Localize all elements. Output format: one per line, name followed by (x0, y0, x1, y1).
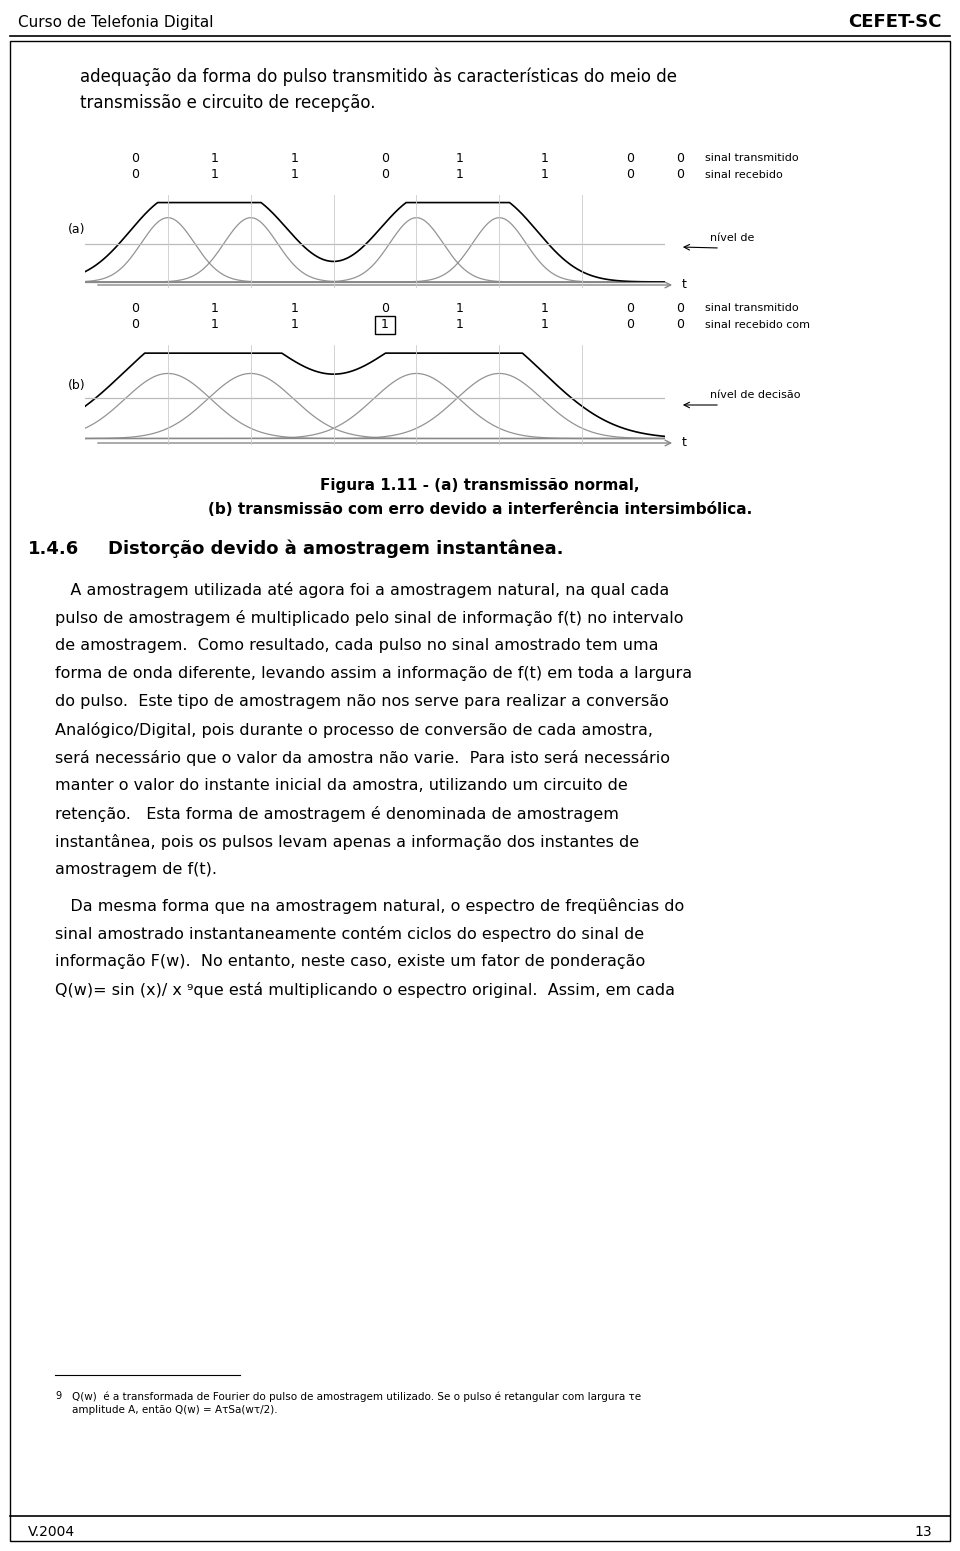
Text: 1: 1 (381, 318, 389, 332)
Text: Da mesma forma que na amostragem natural, o espectro de freqüências do: Da mesma forma que na amostragem natural… (55, 898, 684, 914)
Text: 0: 0 (676, 318, 684, 332)
Text: 1: 1 (291, 318, 299, 332)
Text: t: t (682, 436, 686, 450)
Text: 0: 0 (676, 301, 684, 315)
Text: transmissão e circuito de recepção.: transmissão e circuito de recepção. (80, 95, 375, 112)
Text: sinal transmitido: sinal transmitido (705, 302, 799, 313)
Text: 0: 0 (626, 152, 634, 164)
Text: 0: 0 (676, 152, 684, 164)
Text: 0: 0 (381, 301, 389, 315)
Text: nível de decisão: nível de decisão (710, 389, 801, 400)
Text: de amostragem.  Como resultado, cada pulso no sinal amostrado tem uma: de amostragem. Como resultado, cada puls… (55, 637, 659, 653)
Text: 1: 1 (456, 301, 464, 315)
Text: 1: 1 (211, 152, 219, 164)
Text: forma de onda diferente, levando assim a informação de f(t) em toda a largura: forma de onda diferente, levando assim a… (55, 665, 692, 681)
Text: (b): (b) (68, 378, 85, 391)
Text: 1: 1 (541, 169, 549, 181)
Text: 0: 0 (626, 301, 634, 315)
Text: Figura 1.11 - (a) transmissão normal,: Figura 1.11 - (a) transmissão normal, (321, 478, 639, 493)
Bar (375, 316, 395, 333)
Text: amplitude A, então Q(w) = AτSa(wτ/2).: amplitude A, então Q(w) = AτSa(wτ/2). (72, 1405, 277, 1415)
Text: instantânea, pois os pulsos levam apenas a informação dos instantes de: instantânea, pois os pulsos levam apenas… (55, 834, 639, 850)
Text: pulso de amostragem é multiplicado pelo sinal de informação f(t) no intervalo: pulso de amostragem é multiplicado pelo … (55, 610, 684, 627)
Text: 1: 1 (211, 169, 219, 181)
Text: CEFET-SC: CEFET-SC (849, 12, 942, 31)
Text: 0: 0 (626, 169, 634, 181)
Text: 1: 1 (456, 169, 464, 181)
Text: A amostragem utilizada até agora foi a amostragem natural, na qual cada: A amostragem utilizada até agora foi a a… (55, 582, 669, 599)
Text: 1.4.6: 1.4.6 (28, 540, 80, 558)
Text: amostragem de f(t).: amostragem de f(t). (55, 862, 217, 876)
Text: 0: 0 (676, 169, 684, 181)
Text: adequação da forma do pulso transmitido às características do meio de: adequação da forma do pulso transmitido … (80, 68, 677, 87)
Text: (a): (a) (68, 223, 85, 236)
Text: t: t (682, 279, 686, 292)
Text: 0: 0 (381, 169, 389, 181)
Text: 13: 13 (914, 1525, 932, 1539)
Text: sinal recebido: sinal recebido (705, 171, 782, 180)
Text: 0: 0 (131, 301, 139, 315)
Text: 0: 0 (381, 152, 389, 164)
Text: 0: 0 (131, 152, 139, 164)
Text: Q(w)  é a transformada de Fourier do pulso de amostragem utilizado. Se o pulso é: Q(w) é a transformada de Fourier do puls… (72, 1391, 641, 1402)
Text: Distorção devido à amostragem instantânea.: Distorção devido à amostragem instantâne… (108, 540, 564, 558)
Text: (b) transmissão com erro devido a interferência intersimbólica.: (b) transmissão com erro devido a interf… (208, 503, 752, 516)
Text: 1: 1 (291, 152, 299, 164)
Text: 1: 1 (456, 152, 464, 164)
Text: retenção.   Esta forma de amostragem é denominada de amostragem: retenção. Esta forma de amostragem é den… (55, 807, 619, 822)
Text: Analógico/Digital, pois durante o processo de conversão de cada amostra,: Analógico/Digital, pois durante o proces… (55, 723, 653, 738)
Text: 9: 9 (55, 1391, 61, 1401)
Text: 1: 1 (211, 301, 219, 315)
Text: nível de: nível de (710, 233, 755, 244)
Text: do pulso.  Este tipo de amostragem não nos serve para realizar a conversão: do pulso. Este tipo de amostragem não no… (55, 693, 669, 709)
Text: 1: 1 (541, 318, 549, 332)
Text: sinal transmitido: sinal transmitido (705, 154, 799, 163)
Text: manter o valor do instante inicial da amostra, utilizando um circuito de: manter o valor do instante inicial da am… (55, 779, 628, 793)
Text: 1: 1 (541, 301, 549, 315)
Text: 1: 1 (541, 152, 549, 164)
Text: será necessário que o valor da amostra não varie.  Para isto será necessário: será necessário que o valor da amostra n… (55, 751, 670, 766)
Text: 1: 1 (456, 318, 464, 332)
Text: V.2004: V.2004 (28, 1525, 75, 1539)
Text: Q(w)= sin (x)/ x ⁹que está multiplicando o espectro original.  Assim, em cada: Q(w)= sin (x)/ x ⁹que está multiplicando… (55, 982, 675, 997)
Text: sinal amostrado instantaneamente contém ciclos do espectro do sinal de: sinal amostrado instantaneamente contém … (55, 926, 644, 941)
Text: 1: 1 (291, 169, 299, 181)
Text: 0: 0 (626, 318, 634, 332)
Text: sinal recebido com: sinal recebido com (705, 320, 810, 330)
Text: Curso de Telefonia Digital: Curso de Telefonia Digital (18, 14, 213, 29)
Text: 1: 1 (211, 318, 219, 332)
Text: 1: 1 (291, 301, 299, 315)
Text: 0: 0 (131, 318, 139, 332)
Text: informação F(w).  No entanto, neste caso, existe um fator de ponderação: informação F(w). No entanto, neste caso,… (55, 954, 645, 969)
Text: 0: 0 (131, 169, 139, 181)
